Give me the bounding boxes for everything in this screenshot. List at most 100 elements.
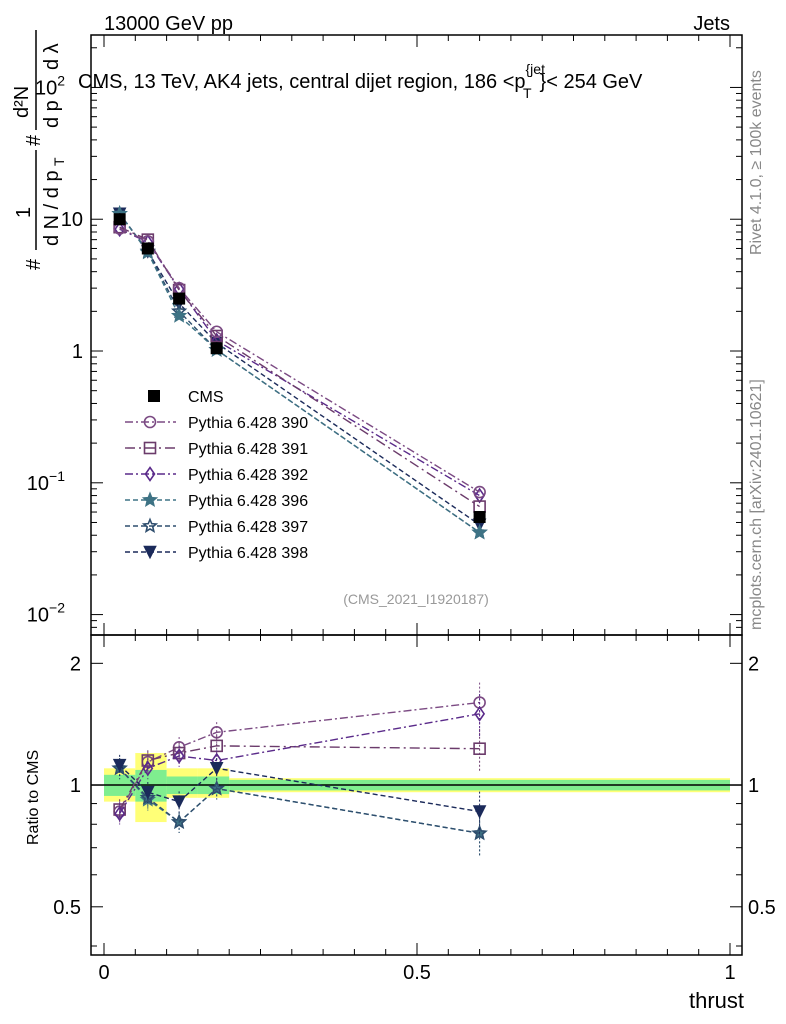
plot-title-end: }< 254 GeV — [540, 71, 644, 93]
legend-label: Pythia 6.428 397 — [188, 519, 308, 536]
data-point — [474, 487, 486, 504]
data-point — [170, 307, 188, 323]
legend-label: Pythia 6.428 392 — [188, 467, 308, 484]
plot-title: CMS, 13 TeV, AK4 jets, central dijet reg… — [78, 61, 643, 101]
data-point — [210, 342, 223, 355]
ratio-panel-frame — [90, 634, 743, 956]
ratio-axis-ticks: 0.5 0.5 1 1 2 2 0 0.5 1 — [53, 635, 776, 984]
legend-marker — [141, 491, 159, 507]
ratio-series-line — [119, 745, 480, 810]
legend-marker — [148, 390, 160, 402]
series-line — [119, 226, 480, 508]
series-line — [119, 213, 480, 534]
ratio-point — [208, 780, 225, 796]
ratio-reference-bands — [91, 753, 742, 823]
ratio-series-pythia-6-428-390 — [113, 682, 486, 823]
ratio-point — [112, 758, 127, 773]
main-y-tick-label: 102 — [35, 72, 65, 99]
ratio-point — [142, 760, 154, 777]
data-point — [473, 511, 486, 524]
legend-label: Pythia 6.428 398 — [188, 545, 308, 562]
ratio-y-axis-label: Ratio to CMS — [25, 750, 42, 845]
ratio-point — [141, 785, 155, 800]
x-axis-label: thrust — [689, 988, 744, 1013]
plot-title-sup: {jet — [526, 61, 546, 77]
legend-item-pythia-6-428-397: Pythia 6.428 397 — [125, 517, 308, 536]
main-y-tick-label: 10 — [61, 209, 83, 231]
legend-item-pythia-6-428-396: Pythia 6.428 396 — [125, 491, 308, 510]
series-pythia-6-428-396 — [111, 205, 488, 540]
x-tick-label: 0 — [98, 962, 109, 984]
ratio-point — [471, 824, 488, 841]
legend-marker — [141, 517, 159, 533]
series-line — [119, 227, 480, 493]
data-point — [114, 221, 126, 238]
ylabel-dpt: d p — [41, 100, 63, 128]
main-axis-ticks: 10−2 10−1 1 10 102 — [27, 35, 742, 636]
legend-marker — [143, 545, 157, 560]
plot-title-sub: T — [523, 85, 532, 101]
ratio-point — [210, 726, 223, 739]
legend-label: CMS — [188, 389, 224, 406]
ratio-point — [472, 805, 487, 819]
legend-label: Pythia 6.428 391 — [188, 441, 308, 458]
ratio-point — [172, 795, 186, 809]
ratio-point — [474, 705, 486, 722]
ratio-point — [139, 789, 156, 805]
ylabel-dn: d N / d p — [41, 170, 63, 246]
main-series-layer — [111, 205, 488, 540]
data-point — [113, 213, 126, 226]
data-point — [210, 329, 223, 343]
ratio-series-pythia-6-428-392 — [114, 693, 486, 825]
ratio-point — [141, 754, 155, 767]
ratio-series-line — [119, 713, 480, 814]
energy-label: 13000 GeV pp — [104, 13, 233, 35]
ratio-y-tick-label-right: 1 — [748, 775, 759, 797]
series-pythia-6-428-397 — [111, 205, 488, 540]
main-y-axis-label: # 1 d N / d p T # d²N d p d λ — [11, 30, 67, 270]
source-label: mcplots.cern.ch [arXiv:2401.10621] — [748, 379, 765, 630]
legend-marker — [144, 466, 156, 482]
ylabel-one: 1 — [13, 207, 35, 218]
analysis-id: (CMS_2021_I1920187) — [343, 591, 489, 607]
legend-item-pythia-6-428-390: Pythia 6.428 390 — [125, 415, 308, 432]
main-y-tick-label: 1 — [72, 341, 83, 363]
ratio-point — [209, 762, 224, 776]
ratio-point — [173, 748, 185, 764]
ratio-y-tick-label-right: 2 — [748, 653, 759, 675]
ylabel-dl: d λ — [41, 43, 63, 70]
ylabel-d2n: d²N — [11, 86, 33, 118]
legend-marker — [143, 415, 157, 429]
data-point — [173, 292, 186, 305]
category-label: Jets — [693, 13, 730, 35]
legend-item-pythia-6-428-398: Pythia 6.428 398 — [125, 545, 308, 562]
data-point — [471, 523, 488, 540]
ratio-y-tick-label: 0.5 — [53, 897, 81, 919]
data-point — [141, 242, 154, 255]
ylabel-hash-2: # — [23, 134, 45, 146]
data-point — [210, 325, 223, 339]
ylabel-t: T — [51, 157, 67, 166]
ratio-series-line — [119, 764, 480, 813]
main-y-tick-label: 10−2 — [27, 600, 65, 627]
ratio-point — [114, 805, 126, 822]
ratio-series-pythia-6-428-398 — [112, 754, 487, 835]
main-y-tick-label: 10−1 — [27, 468, 65, 495]
ylabel-hash: # — [23, 258, 45, 270]
ratio-series-line — [119, 767, 480, 834]
legend-item-cms: CMS — [148, 389, 224, 406]
ratio-y-tick-label-right: 0.5 — [748, 897, 776, 919]
x-tick-label: 0.5 — [403, 962, 431, 984]
x-tick-label: 1 — [724, 962, 735, 984]
series-line — [119, 213, 480, 534]
legend-label: Pythia 6.428 390 — [188, 415, 308, 432]
ratio-series-layer — [111, 682, 488, 856]
ratio-y-tick-label: 2 — [70, 653, 81, 675]
ratio-point — [170, 813, 188, 830]
series-cms — [113, 213, 486, 524]
legend-marker — [143, 441, 157, 455]
legend-label: Pythia 6.428 396 — [188, 493, 308, 510]
legend-item-pythia-6-428-392: Pythia 6.428 392 — [125, 466, 308, 484]
ratio-y-tick-label: 1 — [70, 775, 81, 797]
